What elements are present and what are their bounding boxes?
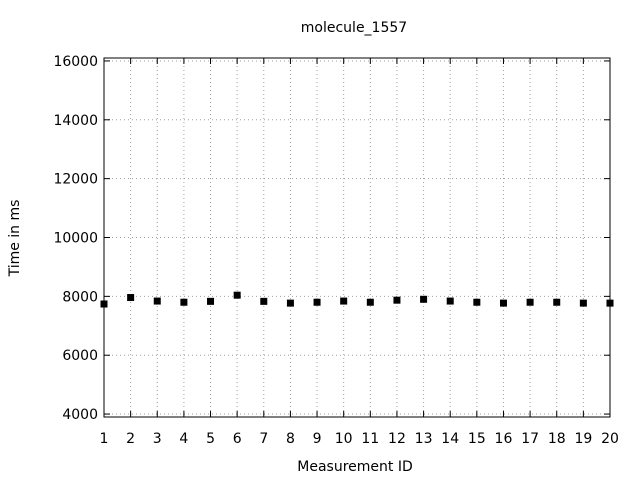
data-point (366, 298, 374, 306)
data-point (446, 297, 454, 305)
x-tick-label: 20 (601, 431, 619, 447)
x-tick-label: 9 (313, 431, 322, 447)
x-tick-label: 1 (100, 431, 109, 447)
data-point (286, 299, 294, 307)
data-point (553, 298, 561, 306)
x-tick-label: 10 (335, 431, 353, 447)
y-tick-label: 6000 (62, 348, 98, 364)
x-tick-label: 3 (153, 431, 162, 447)
data-point (153, 297, 161, 305)
data-point (260, 297, 268, 305)
data-point (579, 299, 587, 307)
y-tick-label: 10000 (53, 231, 98, 247)
data-point (393, 296, 401, 304)
x-tick-label: 14 (441, 431, 459, 447)
data-point (180, 298, 188, 306)
x-axis-tick-labels: 1 2 3 4 5 6 7 8 9 10 11 12 13 14 15 16 17 18 19 20 (100, 431, 619, 447)
chart-title: molecule_1557 (301, 20, 407, 36)
x-tick-label: 11 (361, 431, 379, 447)
x-tick-label: 4 (179, 431, 188, 447)
x-tick-label: 2 (126, 431, 135, 447)
axis-ticks (103, 58, 611, 417)
x-axis-label: Measurement ID (297, 459, 412, 475)
x-tick-label: 5 (206, 431, 215, 447)
y-axis-label: Time in ms (7, 200, 23, 278)
y-tick-label: 8000 (62, 289, 98, 305)
y-axis-tick-labels: 4000 6000 8000 10000 12000 14000 16000 (53, 54, 98, 423)
y-tick-label: 16000 (53, 54, 98, 70)
x-tick-label: 19 (574, 431, 592, 447)
data-point (233, 291, 241, 299)
x-tick-label: 16 (495, 431, 513, 447)
data-point (340, 297, 348, 305)
data-point (606, 299, 614, 307)
data-point (526, 298, 534, 306)
y-tick-label: 12000 (53, 172, 98, 188)
x-tick-label: 15 (468, 431, 486, 447)
x-tick-label: 13 (415, 431, 433, 447)
x-tick-label: 7 (259, 431, 268, 447)
data-point (313, 298, 321, 306)
data-point (207, 297, 215, 305)
x-tick-label: 12 (388, 431, 406, 447)
grid-lines (103, 58, 611, 417)
x-tick-label: 6 (233, 431, 242, 447)
data-points (100, 291, 614, 308)
y-tick-label: 14000 (53, 113, 98, 129)
y-tick-label: 4000 (62, 407, 98, 423)
x-tick-label: 17 (521, 431, 539, 447)
data-point (100, 300, 108, 308)
data-point (127, 294, 135, 302)
data-point (420, 295, 428, 303)
x-tick-label: 18 (548, 431, 566, 447)
data-point (499, 299, 507, 307)
x-tick-label: 8 (286, 431, 295, 447)
data-point (473, 298, 481, 306)
